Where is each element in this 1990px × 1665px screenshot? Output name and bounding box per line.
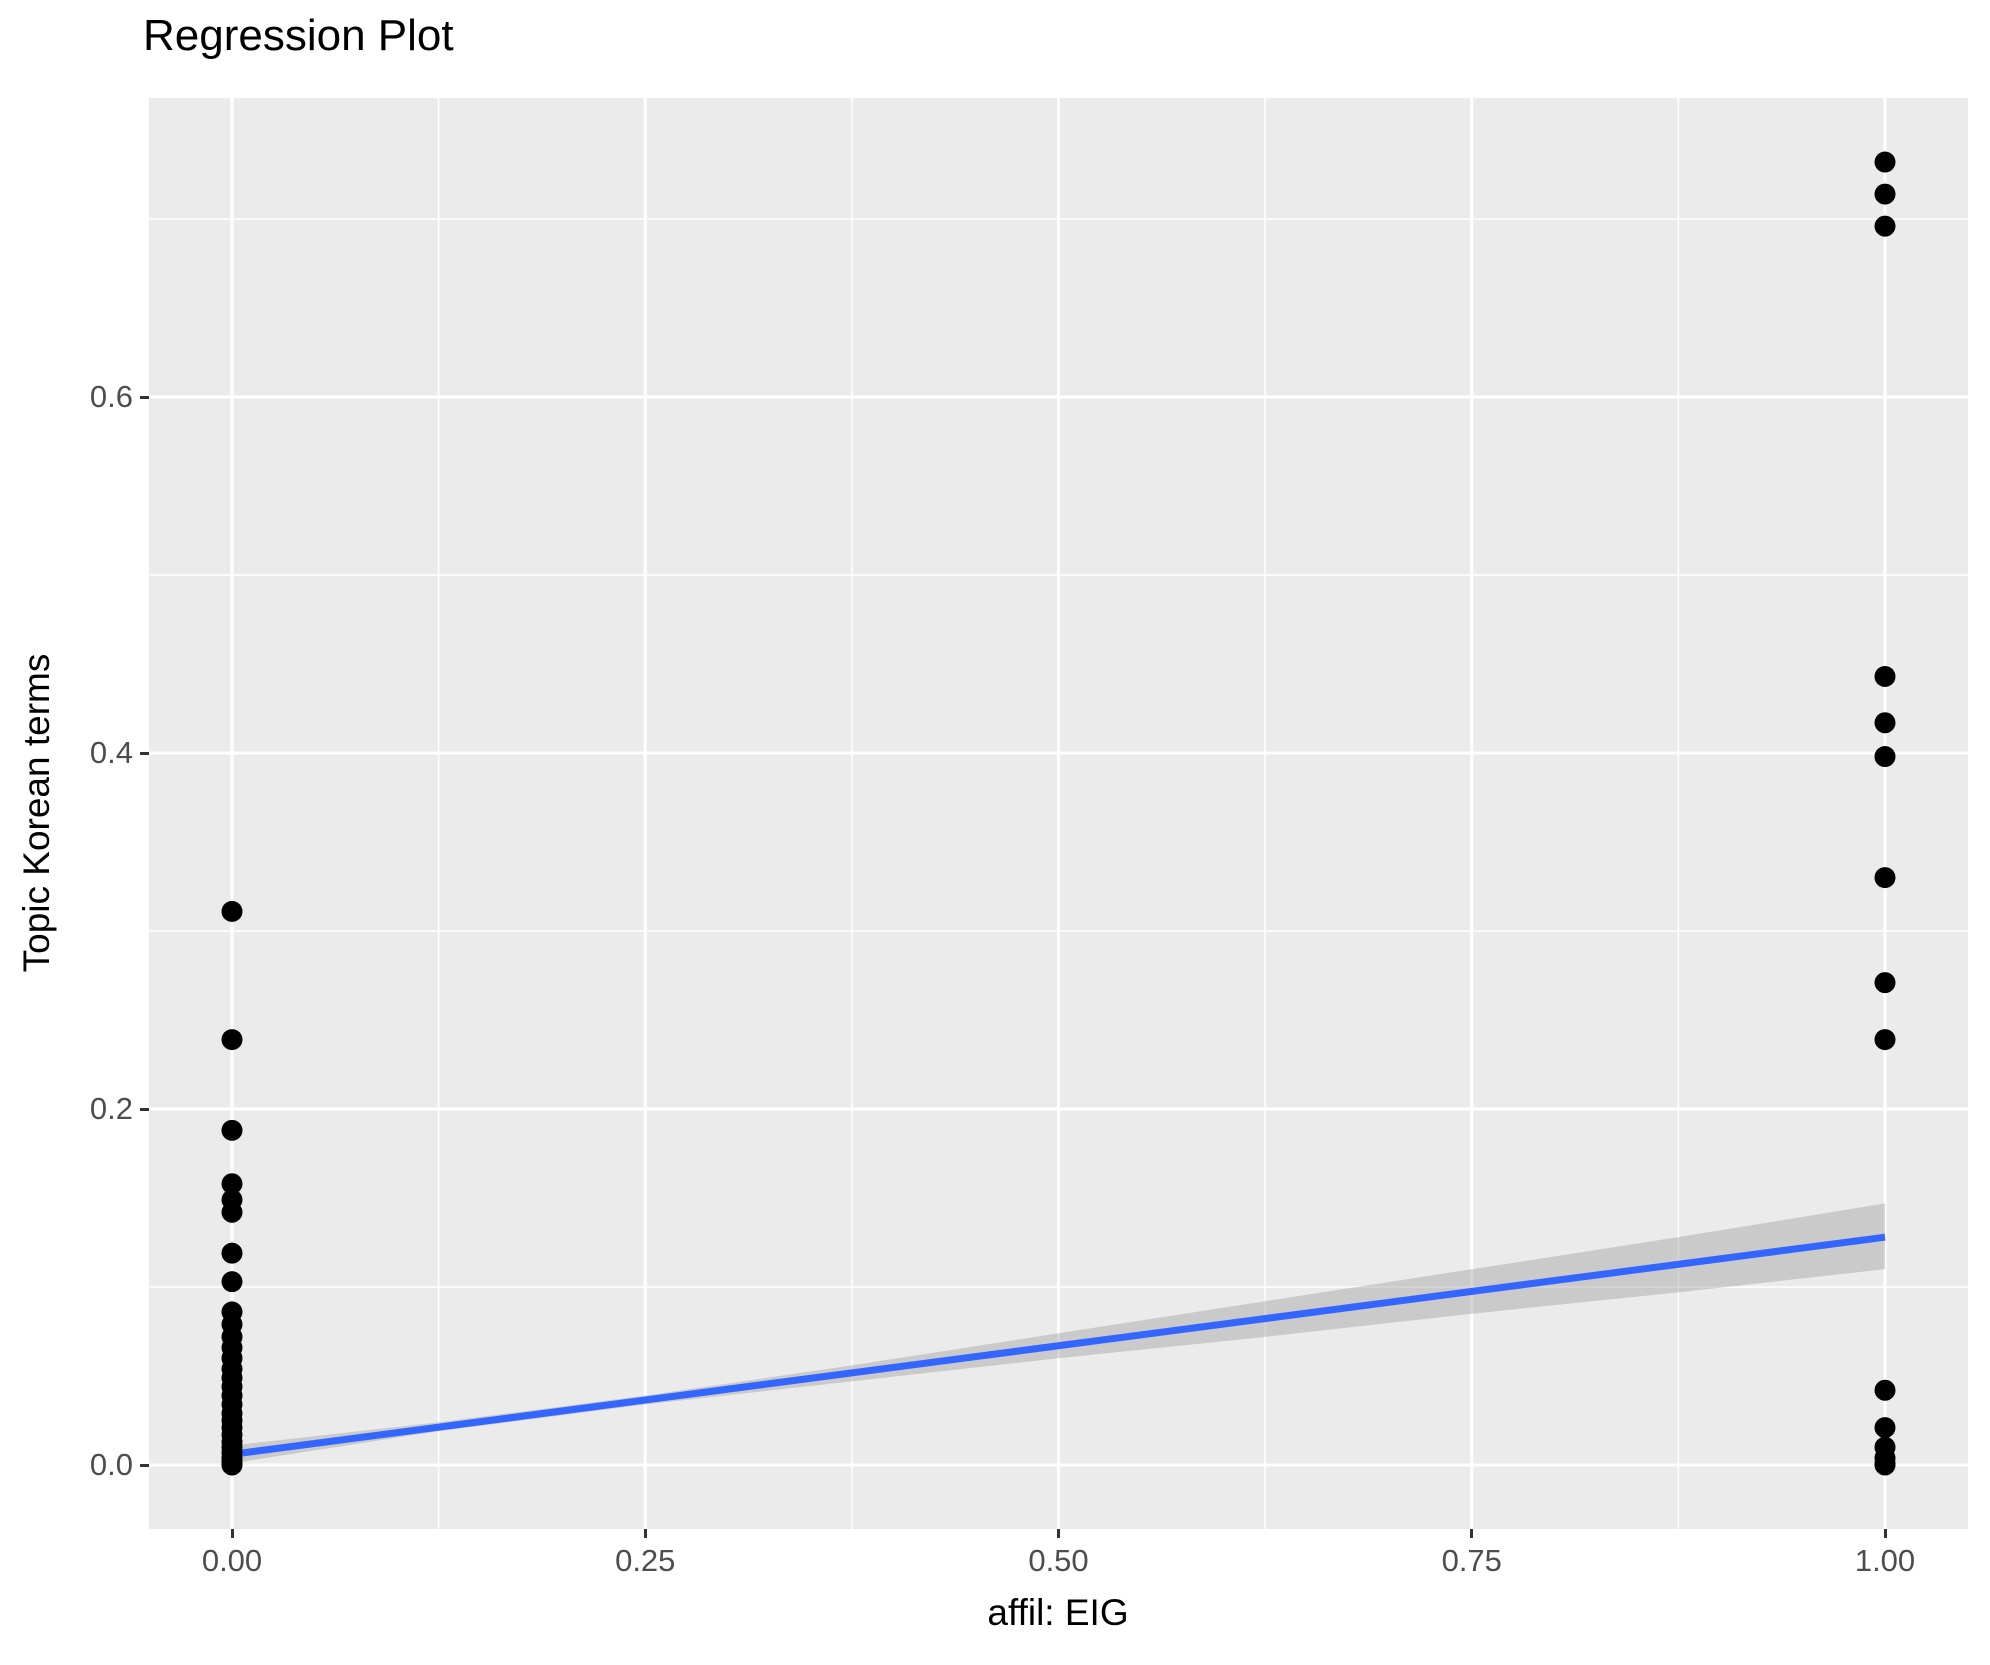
scatter-point (1874, 665, 1896, 687)
scatter-point (1874, 867, 1896, 889)
scatter-point (1874, 1379, 1896, 1401)
scatter-point (221, 900, 243, 922)
y-tick-label: 0.2 (89, 1091, 133, 1126)
scatter-point (1874, 1417, 1896, 1439)
y-tick-label: 0.6 (89, 379, 133, 414)
scatter-point (1874, 1454, 1896, 1476)
scatter-point (1874, 183, 1896, 205)
y-tick-mark (140, 1463, 149, 1467)
x-tick-label: 0.25 (615, 1543, 676, 1578)
plot-title: Regression Plot (143, 11, 454, 60)
x-tick-label: 0.75 (1441, 1543, 1502, 1578)
y-axis-title: Topic Korean terms (16, 653, 57, 973)
x-tick-mark (1057, 1529, 1060, 1538)
y-tick-mark (140, 751, 149, 755)
scatter-point (1874, 215, 1896, 237)
x-tick-mark (1883, 1529, 1887, 1538)
scatter-point (1874, 712, 1896, 734)
x-tick-label: 0.50 (1028, 1543, 1089, 1578)
y-tick-mark (140, 1107, 149, 1111)
scatter-point (1874, 746, 1896, 768)
scatter-point (221, 1242, 243, 1264)
chart-canvas (149, 98, 1968, 1529)
scatter-point (221, 1173, 243, 1195)
x-tick-label: 1.00 (1854, 1543, 1916, 1578)
x-axis-title: affil: EIG (987, 1592, 1129, 1633)
y-tick-label: 0.4 (89, 735, 133, 770)
x-tick-mark (643, 1529, 647, 1538)
plot-panel (149, 98, 1968, 1529)
y-tick-label: 0.0 (89, 1447, 133, 1482)
x-tick-mark (230, 1529, 234, 1538)
scatter-point (221, 1271, 243, 1293)
y-tick-mark (140, 395, 149, 399)
x-tick-label: 0.00 (201, 1543, 263, 1578)
scatter-point (1874, 972, 1896, 994)
scatter-point (1874, 151, 1896, 173)
scatter-point (221, 1201, 243, 1223)
scatter-point (1874, 1029, 1896, 1051)
scatter-point (221, 1029, 243, 1051)
scatter-point (221, 1454, 243, 1476)
regression-line (231, 1233, 1886, 1458)
x-tick-mark (1470, 1529, 1474, 1538)
scatter-point (221, 1119, 243, 1141)
